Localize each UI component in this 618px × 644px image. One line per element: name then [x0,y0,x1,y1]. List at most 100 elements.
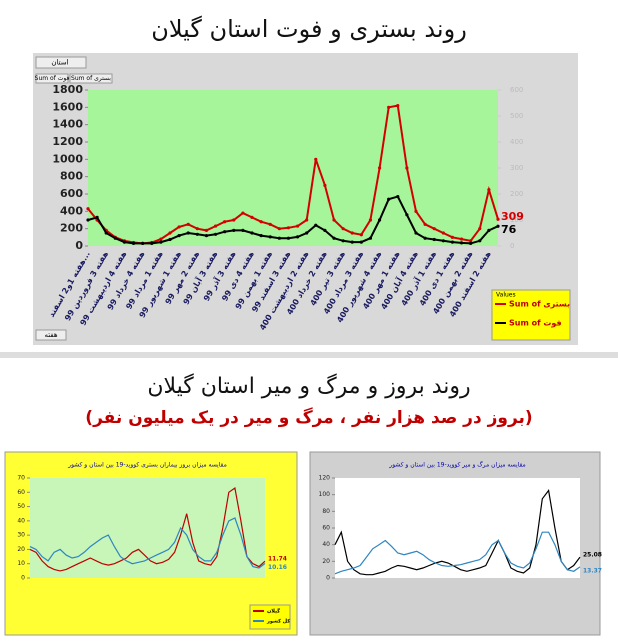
filter-button[interactable] [35,56,87,69]
data-point [341,239,345,243]
series-line [334,531,581,575]
y-tick-label: 40 [322,541,330,548]
legend-label: کل کشور [266,619,290,625]
data-point [177,225,181,229]
data-point [350,240,354,244]
data-point [459,241,464,245]
data-point [432,237,436,242]
data-point [405,166,409,170]
data-point [450,240,455,244]
y2-tick-label: 500 [510,112,523,120]
y-tick-label: 60 [17,489,25,496]
y-tick-label: 120 [319,475,331,482]
data-point [204,228,209,232]
legend-box [491,289,571,341]
y-tick-label: 100 [319,491,331,498]
data-point [250,231,254,235]
data-point [314,223,318,227]
data-point [259,220,263,224]
data-point [423,222,427,226]
data-point [141,241,145,245]
data-point [277,227,281,231]
series-line [87,104,499,245]
data-point [341,227,345,231]
y2-tick-label: 600 [510,86,523,94]
y-tick-label: 1400 [52,118,83,131]
legend-label: Sum of بستری [509,300,570,309]
data-point [131,241,136,245]
data-point [86,218,90,222]
y-tick-label: 10 [17,560,25,567]
data-point [186,222,190,226]
data-point [496,224,500,228]
data-point [177,234,181,238]
y-tick-label: 600 [60,187,83,200]
data-point [314,157,318,161]
y-tick-label: 50 [17,503,25,510]
y2-tick-label: 400 [510,138,523,146]
data-point [95,215,99,219]
y-tick-label: 0 [21,575,25,582]
data-point [186,231,190,235]
data-point [377,166,382,170]
axis-field-button[interactable] [35,329,67,341]
data-point [232,218,236,222]
data-point [250,215,254,219]
data-point [387,105,391,109]
field-button-label: Sum of فوت [35,75,70,82]
y-tick-label: 1600 [52,100,83,113]
field-button-label: Sum of بستری [71,75,111,82]
plot-area [335,478,580,578]
y-tick-label: 0 [75,239,83,252]
data-point [423,236,427,240]
data-point [387,197,391,201]
data-point [396,104,400,108]
axis-field-label: هفته [44,331,57,339]
y2-tick-label: 200 [510,190,523,198]
series-line [29,486,266,572]
data-point [195,227,199,231]
data-point [150,241,154,245]
data-point [368,218,373,222]
pivot-controls: استان Sum of فوت Sum of بستری هفته [35,56,113,341]
data-label: 13.37 [583,567,602,574]
y-tick-label: 70 [17,475,25,482]
filter-label: استان [51,59,68,67]
data-point [168,237,172,242]
y-tick-label: 1200 [52,135,83,148]
y-tick-label: 0 [326,575,330,582]
data-point [295,235,300,239]
series-line [29,517,266,569]
data-point [223,230,227,234]
data-point [268,235,272,239]
data-point [241,211,245,215]
data-point [323,183,327,187]
data-label: 11.74 [268,556,287,563]
series-line [334,489,581,576]
data-point [487,188,491,192]
data-point [478,227,482,231]
legend-label: گیلان [267,608,280,615]
data-point [305,218,309,222]
y2-tick-label: 300 [510,164,523,172]
chart-title: مقایسه میزان مرگ و میر کووید-19 بین استا… [388,460,525,469]
plot-area [30,478,265,578]
chart-title: روند بستری و فوت استان گیلان [151,15,467,43]
data-label: 25.08 [583,552,602,559]
y-tick-label: 30 [17,532,25,539]
y-tick-label: 200 [60,222,83,235]
series-line [87,195,499,245]
data-point [432,227,436,231]
legend-box [249,604,291,630]
data-point [441,231,445,235]
data-point [259,234,263,238]
y-tick-label: 1000 [52,152,83,165]
data-point [223,220,227,224]
data-point [204,234,209,238]
field-button[interactable] [35,73,69,84]
field-button[interactable] [69,73,113,84]
data-point [122,240,127,244]
data-point [195,232,199,236]
